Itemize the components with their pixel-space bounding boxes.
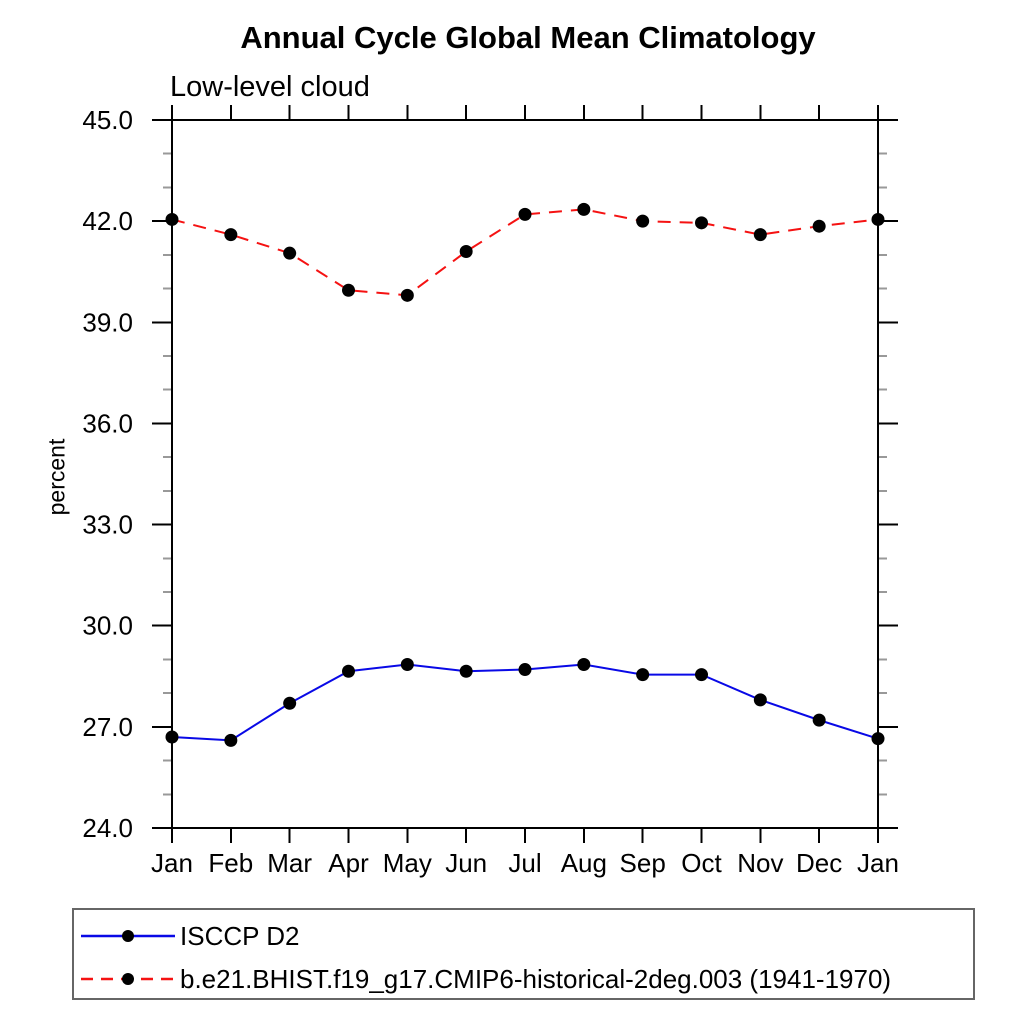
data-point-marker — [283, 696, 297, 710]
data-point-marker — [695, 668, 708, 682]
data-point-marker — [459, 664, 473, 678]
legend-entry-model: b.e21.BHIST.f19_g17.CMIP6-historical-2de… — [74, 960, 973, 998]
data-point-marker — [871, 732, 885, 746]
data-point-marker — [871, 212, 885, 226]
data-point-marker — [812, 219, 826, 233]
x-tick-label: Apr — [328, 848, 369, 878]
data-point-marker — [400, 657, 414, 671]
legend-line-sample-red — [81, 973, 175, 985]
legend-label: ISCCP D2 — [180, 920, 300, 951]
data-point-marker — [400, 288, 414, 302]
plot-frame — [171, 119, 879, 829]
x-tick-label: Dec — [796, 848, 842, 878]
legend-entry-isccp: ISCCP D2 — [74, 917, 973, 955]
x-tick-label: Feb — [208, 848, 253, 878]
x-tick-label: May — [383, 848, 432, 878]
data-point-marker — [283, 246, 297, 260]
data-point-marker — [342, 283, 355, 297]
legend-marker — [122, 973, 134, 985]
series-line-1 — [171, 208, 879, 297]
legend-marker — [122, 930, 134, 942]
y-tick-label: 30.0 — [82, 611, 133, 641]
x-tick-label: Jun — [445, 848, 487, 878]
x-tick-label: Jan — [151, 848, 193, 878]
chart-subtitle: Low-level cloud — [170, 71, 370, 103]
x-tick-label: Aug — [561, 848, 607, 878]
legend-label: b.e21.BHIST.f19_g17.CMIP6-historical-2de… — [180, 963, 892, 994]
legend-box: ISCCP D2 b.e21.BHIST.f19_g17.CMIP6-histo… — [72, 908, 975, 1000]
data-point-marker — [224, 733, 238, 747]
data-point-marker — [577, 657, 591, 671]
x-tick-label: Mar — [267, 848, 312, 878]
data-point-marker — [518, 207, 532, 221]
chart-title: Annual Cycle Global Mean Climatology — [240, 20, 816, 55]
data-point-marker — [165, 730, 179, 744]
y-tick-label: 36.0 — [82, 408, 133, 438]
data-point-marker — [518, 663, 532, 677]
data-point-marker — [165, 212, 179, 226]
plot-area: 24.0 27.0 30.0 33.0 36.0 39.0 42.0 45.0 Jan Feb Ma… — [82, 105, 899, 878]
data-point-marker — [753, 228, 767, 242]
data-point-marker — [224, 228, 238, 242]
y-tick-label: 27.0 — [82, 712, 133, 742]
y-tick-label: 42.0 — [82, 206, 133, 236]
x-tick-label: Sep — [620, 848, 666, 878]
legend-line-sample-blue — [81, 930, 175, 942]
data-point-marker — [753, 693, 767, 707]
data-point-marker — [812, 713, 826, 727]
data-point-marker — [695, 216, 708, 230]
data-point-marker — [636, 214, 650, 228]
y-tick-label: 33.0 — [82, 510, 133, 540]
data-point-marker — [342, 664, 355, 678]
x-tick-label: Jan — [857, 848, 899, 878]
x-tick-label: Oct — [681, 848, 722, 878]
x-tick-label: Nov — [737, 848, 783, 878]
y-tick-label: 45.0 — [82, 105, 133, 135]
x-tick-label: Jul — [508, 848, 541, 878]
y-tick-label: 24.0 — [82, 813, 133, 843]
y-tick-label: 39.0 — [82, 307, 133, 337]
data-point-marker — [459, 244, 473, 258]
data-point-marker — [577, 202, 591, 216]
data-point-marker — [636, 668, 650, 682]
